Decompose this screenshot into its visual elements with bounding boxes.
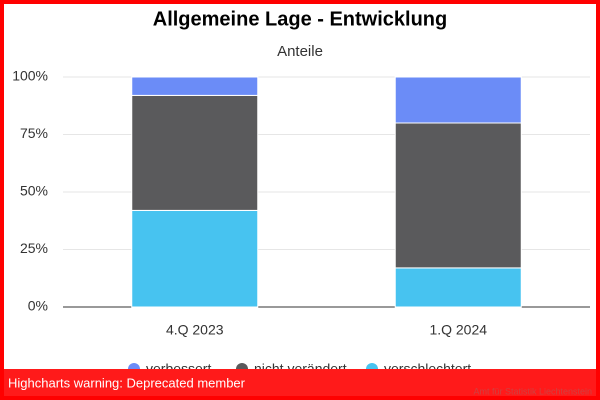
- credits: Amt für Statistik Liechtenstein: [473, 386, 592, 396]
- warning-text: Highcharts warning: Deprecated member: [8, 375, 246, 390]
- bar-segment: [131, 76, 259, 96]
- y-tick-label: 0%: [28, 298, 48, 314]
- y-tick-label: 75%: [20, 125, 48, 141]
- warning-bar: [0, 369, 600, 398]
- x-tick-label: 1.Q 2024: [429, 322, 487, 338]
- y-tick-label: 50%: [20, 183, 48, 199]
- chart-title: Allgemeine Lage - Entwicklung: [153, 8, 448, 30]
- y-tick-label: 25%: [20, 240, 48, 256]
- chart-subtitle: Anteile: [277, 43, 323, 60]
- y-tick-label: 100%: [12, 68, 48, 84]
- bar-segment: [131, 94, 259, 211]
- bar-segment: [394, 122, 522, 269]
- bar-segment: [131, 209, 259, 308]
- bar-segment: [394, 267, 522, 308]
- bar-segment: [394, 76, 522, 124]
- x-tick-label: 4.Q 2023: [166, 322, 224, 338]
